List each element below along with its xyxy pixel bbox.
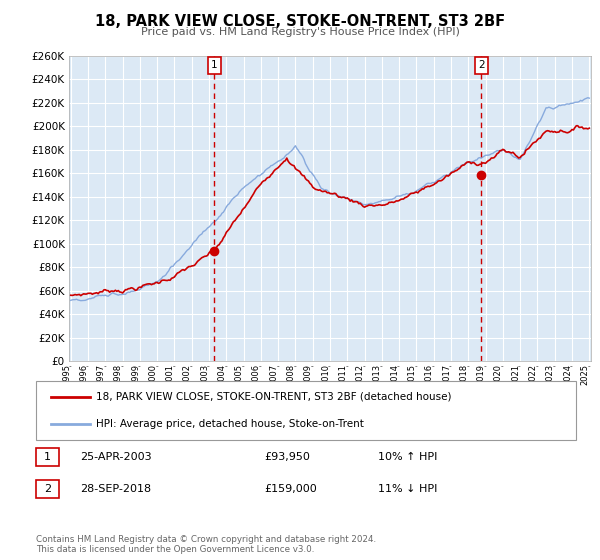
Text: 1997: 1997	[96, 364, 105, 385]
Text: 1: 1	[44, 452, 51, 462]
Text: 2017: 2017	[442, 364, 451, 385]
Text: 1: 1	[211, 60, 218, 71]
Text: HPI: Average price, detached house, Stoke-on-Trent: HPI: Average price, detached house, Stok…	[96, 419, 364, 429]
Text: 18, PARK VIEW CLOSE, STOKE-ON-TRENT, ST3 2BF (detached house): 18, PARK VIEW CLOSE, STOKE-ON-TRENT, ST3…	[96, 391, 452, 402]
Text: 2023: 2023	[546, 364, 555, 385]
Text: 25-APR-2003: 25-APR-2003	[80, 452, 151, 462]
Text: This data is licensed under the Open Government Licence v3.0.: This data is licensed under the Open Gov…	[36, 545, 314, 554]
Text: 2016: 2016	[425, 364, 434, 385]
Text: 2015: 2015	[407, 364, 416, 385]
Text: 2014: 2014	[390, 364, 399, 385]
Text: Price paid vs. HM Land Registry's House Price Index (HPI): Price paid vs. HM Land Registry's House …	[140, 27, 460, 37]
Text: 2012: 2012	[356, 364, 365, 385]
Text: 2018: 2018	[459, 364, 468, 385]
Text: 2022: 2022	[529, 364, 538, 385]
Text: 2005: 2005	[235, 364, 244, 385]
Text: 11% ↓ HPI: 11% ↓ HPI	[378, 484, 437, 494]
Text: 2: 2	[478, 60, 484, 71]
Text: 2011: 2011	[338, 364, 347, 385]
Text: 2025: 2025	[580, 364, 589, 385]
Text: 2021: 2021	[511, 364, 520, 385]
Text: 1999: 1999	[131, 364, 140, 385]
Text: 2024: 2024	[563, 364, 572, 385]
Text: 2000: 2000	[148, 364, 157, 385]
Text: 2009: 2009	[304, 364, 313, 385]
Text: Contains HM Land Registry data © Crown copyright and database right 2024.: Contains HM Land Registry data © Crown c…	[36, 535, 376, 544]
Text: 2007: 2007	[269, 364, 278, 385]
Text: 2008: 2008	[286, 364, 295, 385]
Text: 1995: 1995	[62, 364, 71, 385]
Text: 1996: 1996	[79, 364, 88, 385]
Text: 2019: 2019	[476, 364, 485, 385]
Text: 2013: 2013	[373, 364, 382, 385]
Text: 2: 2	[44, 484, 51, 494]
Text: 18, PARK VIEW CLOSE, STOKE-ON-TRENT, ST3 2BF: 18, PARK VIEW CLOSE, STOKE-ON-TRENT, ST3…	[95, 14, 505, 29]
Text: 10% ↑ HPI: 10% ↑ HPI	[378, 452, 437, 462]
Text: 28-SEP-2018: 28-SEP-2018	[80, 484, 151, 494]
Text: 2006: 2006	[252, 364, 261, 385]
Text: 2020: 2020	[494, 364, 503, 385]
Text: 2004: 2004	[217, 364, 226, 385]
Text: £159,000: £159,000	[264, 484, 317, 494]
Text: 2003: 2003	[200, 364, 209, 385]
Text: 2010: 2010	[321, 364, 330, 385]
Text: 2001: 2001	[166, 364, 175, 385]
Text: £93,950: £93,950	[264, 452, 310, 462]
Text: 2002: 2002	[183, 364, 192, 385]
Text: 1998: 1998	[113, 364, 122, 385]
